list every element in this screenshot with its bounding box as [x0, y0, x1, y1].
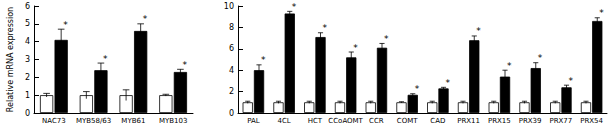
svg-text:0: 0	[25, 109, 30, 118]
svg-text:PRX39: PRX39	[519, 117, 542, 125]
svg-text:MYB61: MYB61	[121, 117, 145, 125]
svg-text:*: *	[143, 14, 148, 24]
svg-text:10: 10	[224, 2, 234, 11]
svg-text:HCT: HCT	[308, 117, 323, 125]
svg-text:PAL: PAL	[247, 117, 260, 125]
svg-text:*: *	[261, 55, 266, 65]
svg-text:4: 4	[25, 37, 30, 46]
svg-text:5: 5	[25, 19, 30, 28]
svg-text:*: *	[476, 26, 481, 36]
svg-text:MYB58/63: MYB58/63	[76, 117, 111, 125]
svg-text:CCR: CCR	[369, 117, 384, 125]
svg-text:*: *	[292, 2, 297, 12]
svg-text:*: *	[507, 61, 512, 71]
svg-text:*: *	[353, 43, 358, 53]
svg-text:8: 8	[229, 23, 234, 32]
svg-text:*: *	[599, 8, 604, 18]
svg-text:CCoAOMT: CCoAOMT	[328, 117, 363, 125]
svg-text:*: *	[415, 84, 420, 94]
svg-text:*: *	[103, 54, 108, 64]
svg-text:1: 1	[25, 91, 30, 100]
svg-text:PRX77: PRX77	[549, 117, 572, 125]
svg-text:*: *	[63, 20, 68, 30]
svg-text:MYB103: MYB103	[159, 117, 187, 125]
svg-text:COMT: COMT	[397, 117, 418, 125]
svg-text:*: *	[446, 78, 451, 88]
svg-text:PRX11: PRX11	[457, 117, 480, 125]
svg-text:NAC73: NAC73	[42, 117, 66, 125]
svg-text:2: 2	[229, 87, 234, 96]
svg-text:*: *	[569, 76, 574, 86]
svg-text:2: 2	[25, 73, 30, 82]
svg-text:6: 6	[229, 44, 234, 53]
svg-text:*: *	[323, 23, 328, 33]
svg-text:4: 4	[229, 66, 234, 75]
svg-text:*: *	[182, 60, 187, 70]
svg-text:*: *	[384, 34, 389, 44]
svg-text:Relative mRNA expression: Relative mRNA expression	[6, 7, 15, 112]
svg-text:PRX15: PRX15	[488, 117, 511, 125]
svg-text:6: 6	[25, 2, 30, 11]
svg-text:3: 3	[25, 55, 30, 64]
svg-text:0: 0	[229, 109, 234, 118]
svg-text:4CL: 4CL	[278, 117, 291, 125]
svg-text:PRX54: PRX54	[580, 117, 603, 125]
svg-text:*: *	[538, 53, 543, 63]
svg-text:CAD: CAD	[430, 117, 445, 125]
